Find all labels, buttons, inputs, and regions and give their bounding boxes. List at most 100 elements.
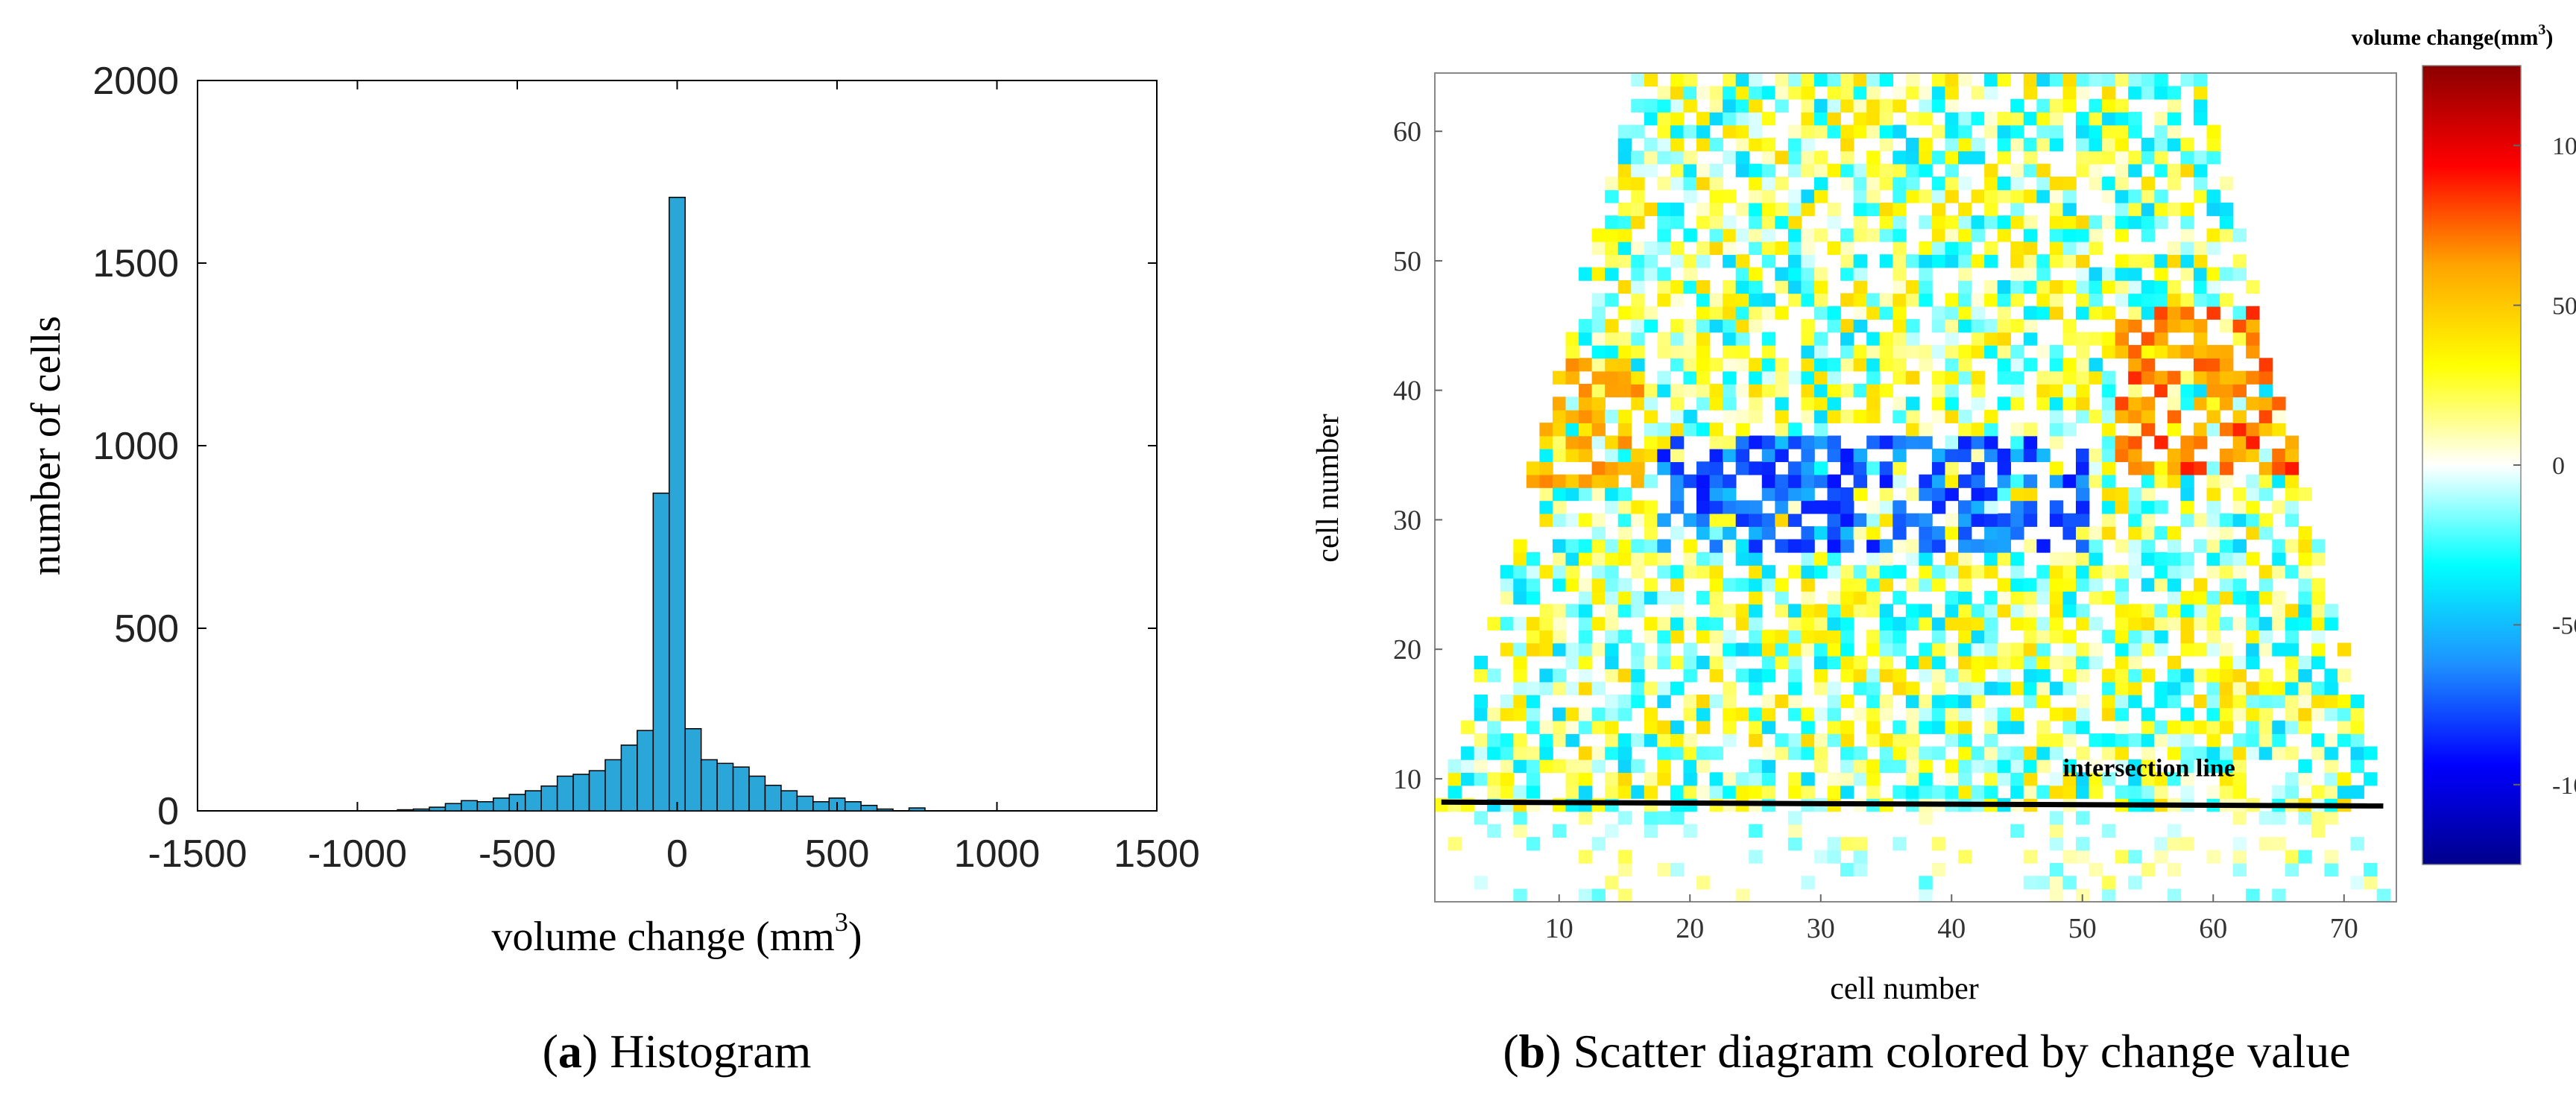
scatter-cell [1945,552,1959,566]
scatter-cell [2049,370,2064,385]
scatter-cell [1605,552,1619,566]
scatter-cell [1552,409,1567,423]
scatter-cell [1539,759,1553,774]
scatter-cell [2258,630,2273,644]
histogram-bar [444,803,462,812]
scatter-cell [1617,604,1632,618]
scatter-cell [1801,112,1815,126]
scatter-cell [1813,151,1828,165]
scatter-cell [1853,215,1867,230]
scatter-cell [1709,241,1723,256]
scatter-cell [2285,630,2299,644]
scatter-cell [1683,280,1697,294]
scatter-cell [2089,332,2103,346]
scatter-cell [1539,500,1553,514]
scatter-cell [1892,215,1907,230]
scatter-cell [1579,513,1593,527]
scatter-cell [2049,124,2064,139]
scatter-cell [1487,785,1501,799]
scatter-cell [1500,695,1515,709]
scatter-cell [1696,124,1711,139]
scatter-cell [1487,733,1501,748]
scatter-cell [2062,474,2077,488]
scatter-cell [1813,384,1828,398]
scatter-cell [2089,642,2103,657]
scatter-cell [1749,526,1763,540]
scatter-cell [1840,267,1854,281]
scatter-cell [1905,332,1920,346]
scatter-cell [2232,435,2247,449]
scatter-cell [2115,98,2130,113]
scatter-cell [1971,759,1985,774]
scatter-cell [2180,759,2194,774]
scatter-cell [1591,474,1606,488]
scatter-cell [1670,332,1685,346]
scatter-cell [2023,189,2038,203]
scatter-cell [1657,655,1671,670]
scatter-cell [1579,487,1593,502]
scatter-cell [1591,487,1606,502]
scatter-cell [1919,811,1933,825]
scatter-cell [2010,759,2024,774]
scatter-cell [1866,86,1881,100]
scatter-cell [2272,746,2286,760]
histogram-bar [876,808,894,812]
scatter-cell [1683,177,1697,191]
scatter-cell [1461,720,1475,734]
scatter-cell [2128,163,2142,177]
scatter-cell [1971,695,1985,709]
scatter-cell [1931,655,1946,670]
scatter-cell [2023,850,2038,864]
scatter-cell [2220,591,2234,605]
scatter-cell [2023,358,2038,372]
scatter-cell [1853,578,1867,592]
scatter-cell [1827,642,1841,657]
scatter-cell [2167,888,2182,903]
scatter-cell [1853,409,1867,423]
scatter-cell [1931,642,1946,657]
scatter-cell [1905,73,1920,87]
scatter-cell [2220,423,2234,437]
scatter-cell [2324,811,2338,825]
scatter-cell [1670,358,1685,372]
scatter-cell [1631,565,1645,579]
scatter-cell [1984,707,1998,721]
scatter-cell [2049,435,2064,449]
scatter-cell [2128,616,2142,630]
scatter-cell [1631,370,1645,385]
scatter-cell [2258,695,2273,709]
x-tick-label: 40 [1937,913,1966,944]
scatter-cell [2102,370,2116,385]
scatter-cell [1997,759,2012,774]
scatter-cell [1775,202,1789,216]
scatter-cell [2193,720,2208,734]
scatter-cell [1631,785,1645,799]
scatter-cell [1670,124,1685,139]
scatter-cell [2089,358,2103,372]
scatter-cell [1565,448,1579,463]
scatter-cell [1696,746,1711,760]
scatter-cell [1945,720,1959,734]
scatter-cell [1683,151,1697,165]
scatter-cell [1892,669,1907,683]
scatter-cell [1709,306,1723,320]
scatter-cell [2298,655,2312,670]
y-tick-label: 1500 [92,242,179,285]
scatter-cell [1723,539,1737,553]
scatter-cell [2206,358,2220,372]
scatter-cell [1723,358,1737,372]
scatter-cell [1984,73,1998,87]
scatter-cell [2167,681,2182,695]
scatter-cell [2193,73,2208,87]
scatter-cell [1552,500,1567,514]
scatter-cell [2167,254,2182,268]
scatter-cell [2180,785,2194,799]
scatter-cell [1605,746,1619,760]
scatter-cell [2062,565,2077,579]
scatter-cell [1984,177,1998,191]
scatter-cell [2220,578,2234,592]
scatter-cell [2298,616,2312,630]
scatter-cell [1579,423,1593,437]
scatter-cell [1840,604,1854,618]
